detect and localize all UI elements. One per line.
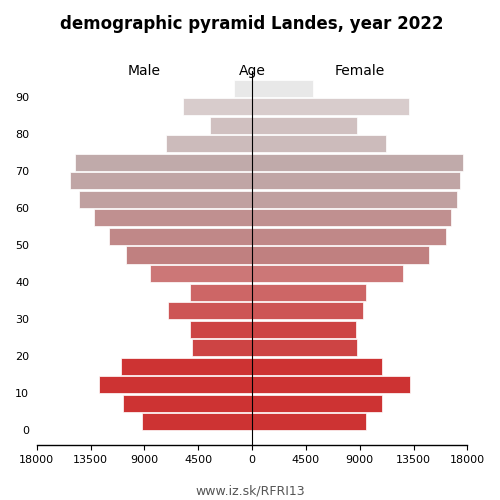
Bar <box>252 135 386 152</box>
Bar <box>252 395 382 412</box>
Bar <box>123 395 252 412</box>
Bar <box>120 358 252 375</box>
Text: www.iz.sk/RFRI13: www.iz.sk/RFRI13 <box>195 485 305 498</box>
Bar <box>190 284 252 300</box>
Bar <box>252 228 446 245</box>
Bar <box>192 339 252 356</box>
Bar <box>252 284 366 300</box>
Bar <box>94 210 252 226</box>
Bar <box>142 414 252 430</box>
Bar <box>252 414 366 430</box>
Bar <box>168 302 252 319</box>
Bar <box>252 302 364 319</box>
Bar <box>234 80 252 96</box>
Bar <box>78 191 252 208</box>
Text: Male: Male <box>128 64 161 78</box>
Bar <box>190 320 252 338</box>
Bar <box>252 80 313 96</box>
Text: Age: Age <box>238 64 266 78</box>
Bar <box>150 265 252 282</box>
Bar <box>252 116 358 134</box>
Bar <box>75 154 252 171</box>
Bar <box>252 98 409 115</box>
Bar <box>108 228 252 245</box>
Bar <box>182 98 252 115</box>
Bar <box>252 210 450 226</box>
Bar <box>252 246 429 264</box>
Bar <box>252 376 410 394</box>
Bar <box>126 246 252 264</box>
Bar <box>210 116 252 134</box>
Bar <box>252 339 358 356</box>
Bar <box>99 376 252 394</box>
Bar <box>252 154 462 171</box>
Bar <box>252 265 403 282</box>
Bar <box>252 191 456 208</box>
Title: demographic pyramid Landes, year 2022: demographic pyramid Landes, year 2022 <box>60 15 444 33</box>
Text: Female: Female <box>334 64 385 78</box>
Bar <box>70 172 252 190</box>
Bar <box>252 320 356 338</box>
Bar <box>166 135 252 152</box>
Bar <box>252 172 460 190</box>
Bar <box>252 358 382 375</box>
